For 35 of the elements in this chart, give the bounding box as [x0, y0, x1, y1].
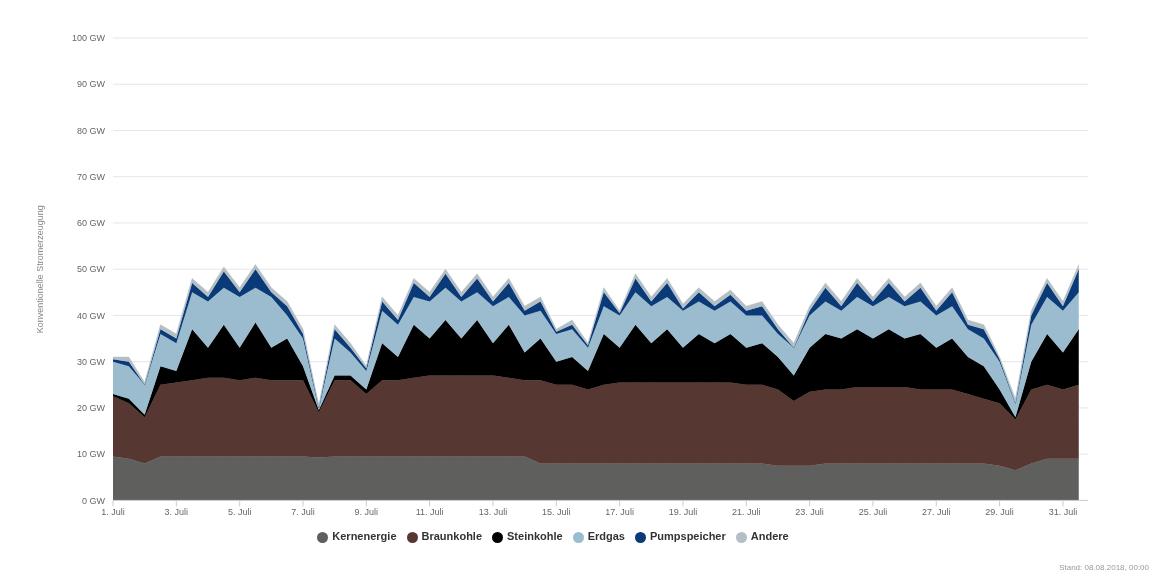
y-tick-label: 60 GW — [76, 218, 106, 229]
x-tick-label: 17. Juli — [605, 506, 634, 517]
y-tick-label: 90 GW — [76, 79, 106, 90]
x-tick-label: 9. Juli — [354, 506, 379, 517]
legend-label: Kernenergie — [332, 530, 397, 543]
x-tick-label: 21. Juli — [732, 506, 761, 517]
y-tick-label: 70 GW — [76, 171, 106, 182]
y-tick-label: 100 GW — [71, 33, 106, 44]
legend-label: Erdgas — [587, 530, 625, 543]
legend-label: Andere — [750, 530, 789, 543]
x-tick-label: 27. Juli — [922, 506, 951, 517]
legend-label: Steinkohle — [507, 530, 563, 543]
x-tick-label: 29. Juli — [985, 506, 1014, 517]
x-tick-label: 31. Juli — [1048, 506, 1078, 517]
legend-label: Pumpspeicher — [649, 530, 726, 543]
x-tick-label: 3. Juli — [164, 506, 189, 517]
x-tick-label: 25. Juli — [858, 506, 888, 517]
y-tick-label: 50 GW — [76, 264, 106, 275]
y-tick-label: 40 GW — [76, 310, 106, 321]
x-tick-label: 19. Juli — [668, 506, 698, 517]
x-tick-label: 7. Juli — [291, 506, 315, 517]
y-tick-label: 20 GW — [76, 403, 106, 414]
x-tick-label: 5. Juli — [227, 506, 252, 517]
x-tick-label: 11. Juli — [415, 506, 444, 517]
legend-label: Braunkohle — [421, 530, 483, 543]
x-tick-label: 23. Juli — [795, 506, 824, 517]
y-tick-label: 10 GW — [76, 449, 106, 460]
x-tick-label: 15. Juli — [542, 506, 571, 517]
y-tick-label: 0 GW — [81, 495, 106, 506]
x-tick-label: 1. Juli — [101, 506, 125, 517]
y-tick-label: 80 GW — [76, 125, 106, 136]
y-axis-title: Konventionelle Stromerzeugung — [35, 205, 46, 334]
y-tick-label: 30 GW — [76, 356, 106, 367]
x-tick-label: 13. Juli — [478, 506, 508, 517]
text: Stand: 08.08.2018, 00:00 — [1059, 563, 1149, 572]
